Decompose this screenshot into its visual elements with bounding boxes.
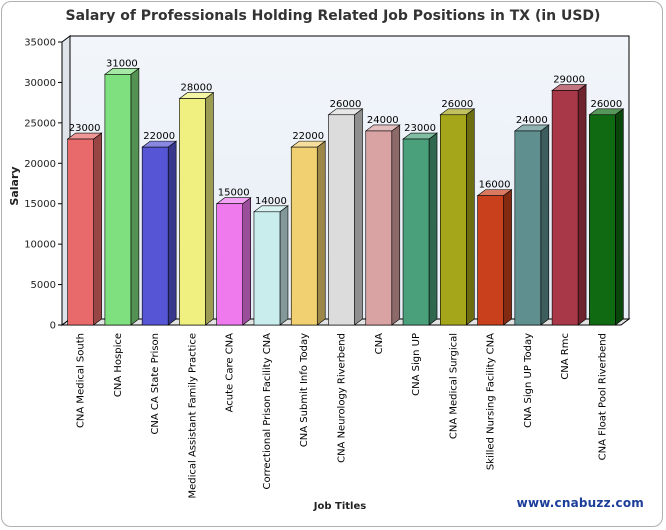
bar-value-label: 26000 xyxy=(330,99,362,110)
y-tick-label: 0 xyxy=(50,321,56,332)
y-tick-label: 5000 xyxy=(31,280,56,291)
bar-side xyxy=(354,108,363,326)
x-tick-label: CNA Sign UP xyxy=(411,333,422,396)
x-tick-label: Skilled Nursing Facility CNA xyxy=(486,333,497,470)
bar xyxy=(476,189,513,326)
bar-front xyxy=(253,211,281,326)
x-tick-label: CNA Float Pool Riverbend xyxy=(597,333,608,460)
x-axis-label: Job Titles xyxy=(313,501,366,512)
y-tick-label: 30000 xyxy=(24,78,56,89)
bar xyxy=(364,124,401,326)
bar-value-label: 22000 xyxy=(143,131,175,142)
bar-side xyxy=(503,189,512,326)
bar xyxy=(327,108,364,326)
bar-front xyxy=(439,114,467,326)
bar-front xyxy=(290,146,318,326)
y-tick-label: 10000 xyxy=(24,240,56,251)
y-tick-label: 25000 xyxy=(24,118,56,129)
bar-front xyxy=(67,138,94,326)
bar-side xyxy=(130,67,140,326)
bar-value-label: 28000 xyxy=(181,83,213,94)
bar-front xyxy=(477,195,504,326)
x-tick-label: CNA Submit Info Today xyxy=(299,333,310,447)
bar-value-label: 16000 xyxy=(479,180,511,191)
bar-side xyxy=(316,140,326,326)
bar-side xyxy=(242,197,251,326)
bar-front xyxy=(104,74,132,326)
x-tick-label: CNA Rmc xyxy=(560,333,571,380)
bar xyxy=(178,91,215,326)
bars-group: 23000 31000 22000 28000 15000 14000 22000 26000… xyxy=(66,58,625,326)
bar xyxy=(141,140,178,326)
bar xyxy=(215,197,252,326)
x-tick-label: CNA Sign UP Today xyxy=(523,333,534,428)
axes-group: 0 5000 10000 15000 20000 25000 30000 35000 CNA M… xyxy=(24,38,608,499)
x-tick-label: CNA Neurology Riverbend xyxy=(337,333,348,463)
bar-value-label: 24000 xyxy=(516,115,548,126)
bar-value-label: 26000 xyxy=(441,99,473,110)
bar xyxy=(402,132,438,326)
bar-value-label: 15000 xyxy=(218,188,250,199)
bar xyxy=(439,108,476,326)
x-tick-label: CNA Hospice xyxy=(113,333,124,397)
bar-front xyxy=(365,130,393,326)
bar-value-label: 14000 xyxy=(255,196,287,207)
bar-side xyxy=(205,91,214,326)
bar-value-label: 29000 xyxy=(553,75,585,86)
bar-side xyxy=(465,108,475,326)
bar xyxy=(290,140,327,326)
bar-value-label: 26000 xyxy=(590,99,622,110)
x-tick-label: CNA Medical South xyxy=(76,333,87,428)
x-tick-label: Correctional Prison Facility CNA xyxy=(262,333,273,490)
bar-value-label: 23000 xyxy=(404,123,436,134)
bar-front xyxy=(141,146,169,326)
x-tick-label: CNA xyxy=(374,333,385,354)
x-tick-label: Medical Assistant Family Practice xyxy=(187,333,198,499)
bar-side xyxy=(615,108,624,326)
y-tick-label: 20000 xyxy=(24,159,56,170)
bar-side xyxy=(540,124,550,326)
y-tick-label: 15000 xyxy=(24,199,56,210)
bar-value-label: 31000 xyxy=(106,58,138,69)
bar-front xyxy=(328,114,355,326)
chart-title: Salary of Professionals Holding Related … xyxy=(66,8,601,24)
bar-front xyxy=(216,203,243,326)
bar-side xyxy=(428,132,438,326)
bar xyxy=(253,205,289,326)
bar xyxy=(513,124,550,326)
y-axis-label: Salary xyxy=(8,166,21,205)
bar-front xyxy=(514,130,542,326)
site-credit[interactable]: www.cnabuzz.com xyxy=(516,496,644,510)
bar-value-label: 24000 xyxy=(367,115,399,126)
bar-value-label: 23000 xyxy=(69,123,101,134)
bar xyxy=(588,108,625,326)
bar xyxy=(66,132,103,326)
bar xyxy=(551,83,587,326)
bar-front xyxy=(551,90,579,326)
bar-front xyxy=(179,98,206,326)
x-tick-label: Acute Care CNA xyxy=(225,333,236,413)
bar-front xyxy=(589,114,616,326)
bar-side xyxy=(279,205,289,326)
bar-side xyxy=(167,140,177,326)
x-tick-label: CNA Medical Surgical xyxy=(448,333,459,439)
bar-side xyxy=(577,83,587,326)
bar-front xyxy=(402,138,430,326)
y-tick-label: 35000 xyxy=(24,38,56,49)
bar-side xyxy=(391,124,401,326)
bar-side xyxy=(93,132,102,326)
bar-value-label: 22000 xyxy=(292,131,324,142)
bar xyxy=(104,67,140,326)
x-tick-label: CNA CA State Prison xyxy=(150,333,161,435)
